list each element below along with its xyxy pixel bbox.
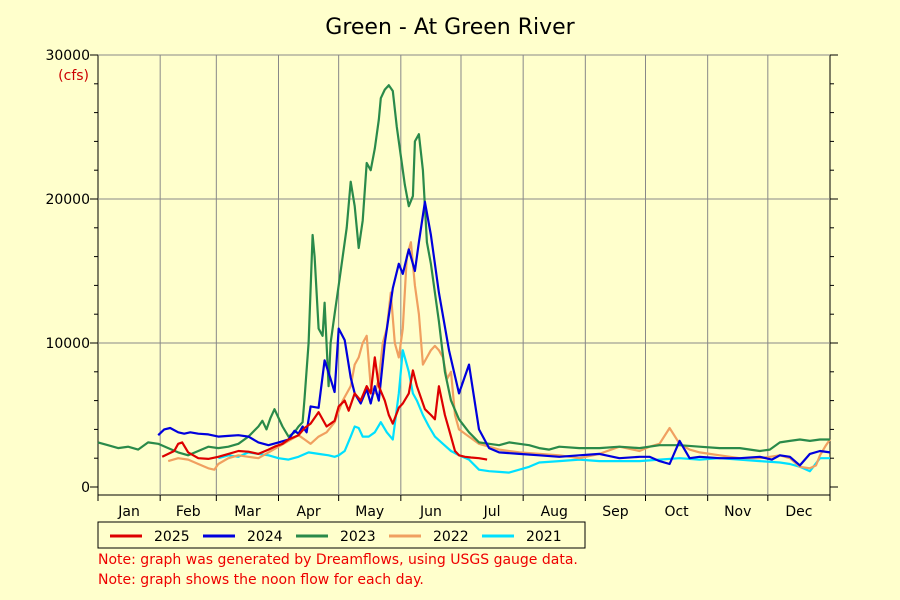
legend-label-2024: 2024 xyxy=(247,529,283,545)
legend-label-2021: 2021 xyxy=(526,529,562,545)
series-line-2025 xyxy=(161,356,488,461)
series-line-2023 xyxy=(97,84,830,457)
note-noon-flow: Note: graph shows the noon flow for each… xyxy=(98,572,424,588)
series-lines xyxy=(97,84,831,474)
x-tick-label: Dec xyxy=(785,504,812,520)
x-tick-label: Mar xyxy=(234,504,261,520)
x-tick-label: Nov xyxy=(724,504,751,520)
legend: 2025 2024 2023 2022 2021 xyxy=(97,521,586,549)
legend-label-2023: 2023 xyxy=(340,529,376,545)
x-tick-label: Sep xyxy=(602,504,629,520)
x-tick-label: Jan xyxy=(117,504,140,520)
x-tick-label: Oct xyxy=(664,504,689,520)
plot-area xyxy=(97,54,831,496)
y-tick-label: 30000 xyxy=(45,48,90,64)
y-axis: 0 10000 20000 30000 xyxy=(45,48,838,496)
series-line-2024 xyxy=(157,200,831,467)
series-line-2021 xyxy=(217,349,830,474)
legend-label-2025: 2025 xyxy=(154,529,190,545)
note-source: Note: graph was generated by Dreamflows,… xyxy=(98,552,578,568)
x-tick-label: May xyxy=(355,504,384,520)
x-tick-label: Jun xyxy=(419,504,442,520)
x-tick-label: Apr xyxy=(296,504,320,520)
x-axis: Jan Feb Mar Apr May Jun Jul Aug Sep Oct Nov Dec xyxy=(97,495,831,520)
y-tick-label: 10000 xyxy=(45,336,90,352)
x-tick-label: Jul xyxy=(483,504,501,520)
chart-title: Green - At Green River xyxy=(325,15,575,40)
legend-label-2022: 2022 xyxy=(433,529,469,545)
series-line-2022 xyxy=(167,241,831,471)
x-tick-label: Feb xyxy=(176,504,201,520)
y-tick-label: 0 xyxy=(81,480,90,496)
y-tick-label: 20000 xyxy=(45,192,90,208)
x-tick-label: Aug xyxy=(541,504,568,520)
y-unit-label: (cfs) xyxy=(58,68,89,84)
grid-lines xyxy=(98,54,830,495)
